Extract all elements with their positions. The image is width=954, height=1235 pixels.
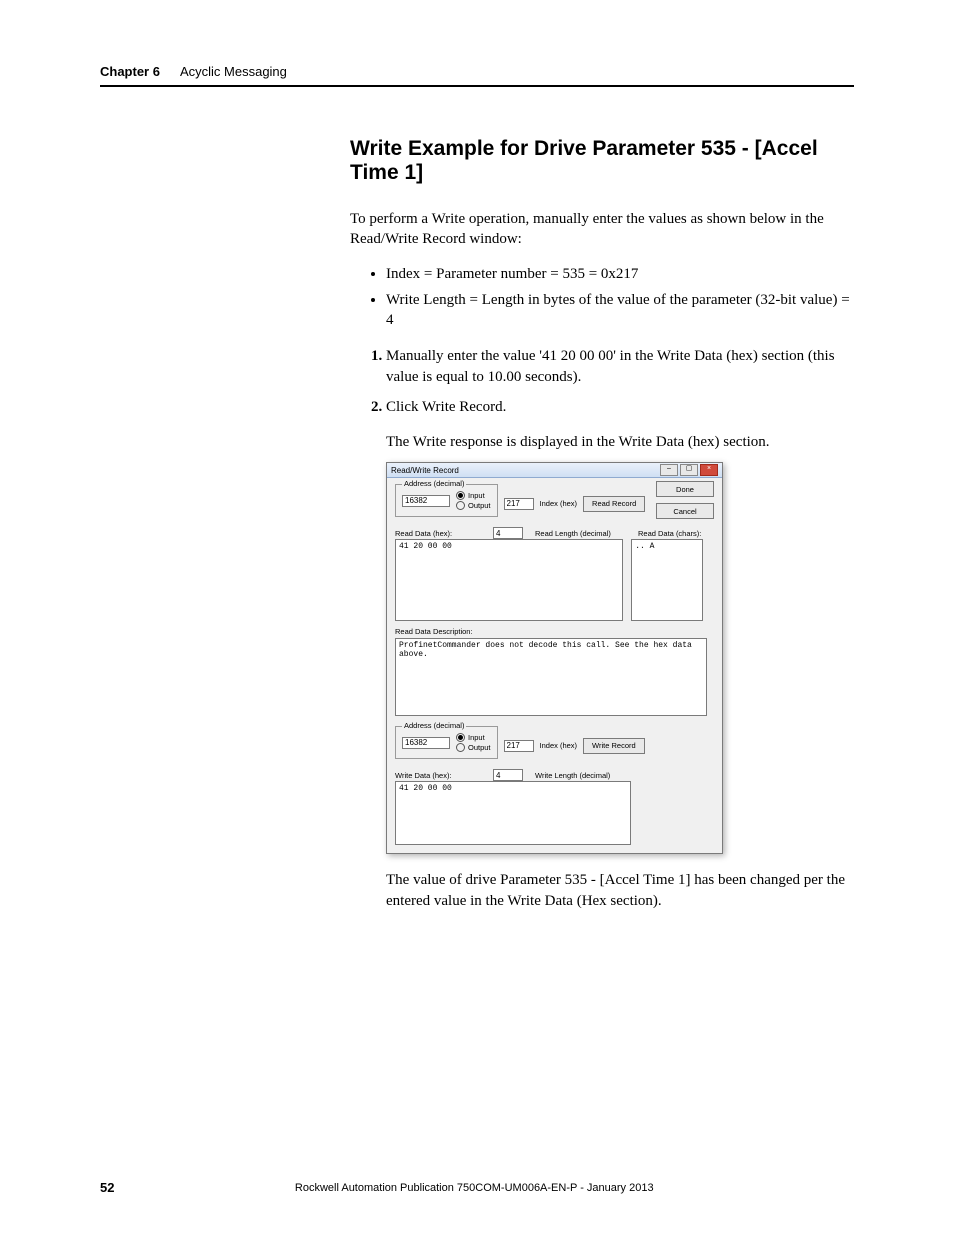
write-data-hex-box[interactable]: 41 20 00 00 (395, 781, 631, 845)
read-write-record-window: Read/Write Record – ▢ × Done Cancel (386, 462, 723, 854)
dialog-body: Done Cancel Address (decimal) Input Outp… (387, 478, 722, 853)
titlebar: Read/Write Record – ▢ × (387, 463, 722, 478)
radio-output-label: Output (468, 743, 491, 752)
read-data-chars-box: .. A (631, 539, 703, 621)
dialog-screenshot: Read/Write Record – ▢ × Done Cancel (386, 462, 854, 854)
intro-paragraph: To perform a Write operation, manually e… (350, 209, 854, 250)
write-length-label: Write Length (decimal) (535, 771, 610, 780)
radio-input[interactable] (456, 733, 465, 742)
read-desc-box: ProfinetCommander does not decode this c… (395, 638, 707, 716)
chapter-label: Chapter 6 (100, 64, 160, 79)
after-steps-text: The Write response is displayed in the W… (386, 432, 854, 452)
read-data-boxes: 41 20 00 00 .. A (395, 539, 714, 621)
radio-input-label: Input (468, 733, 485, 742)
list-item: Click Write Record. (386, 397, 854, 417)
read-index-label: Index (hex) (540, 499, 578, 508)
read-index-input[interactable] (504, 498, 534, 510)
chapter-title: Acyclic Messaging (180, 64, 287, 79)
read-length-row: Read Data (hex): Read Length (decimal) R… (395, 527, 714, 539)
write-address-legend: Address (decimal) (402, 721, 466, 730)
bullet-list: Index = Parameter number = 535 = 0x217 W… (350, 264, 854, 331)
write-address-input[interactable] (402, 737, 450, 749)
write-io-radios: Input Output (456, 733, 491, 752)
radio-output[interactable] (456, 501, 465, 510)
read-address-fieldset: Address (decimal) Input Output (395, 484, 498, 517)
maximize-icon[interactable]: ▢ (680, 464, 698, 476)
write-index-label: Index (hex) (540, 741, 578, 750)
step-list: Manually enter the value '41 20 00 00' i… (350, 346, 854, 417)
write-length-row: Write Data (hex): Write Length (decimal) (395, 769, 714, 781)
read-io-radios: Input Output (456, 491, 491, 510)
header-rule (100, 85, 854, 87)
side-buttons: Done Cancel (656, 481, 714, 519)
publication-line: Rockwell Automation Publication 750COM-U… (295, 1182, 654, 1194)
read-data-hex-box[interactable]: 41 20 00 00 (395, 539, 623, 621)
done-button[interactable]: Done (656, 481, 714, 497)
radio-output[interactable] (456, 743, 465, 752)
list-item: Manually enter the value '41 20 00 00' i… (386, 346, 854, 387)
write-address-fieldset: Address (decimal) Input Output (395, 726, 498, 759)
radio-input[interactable] (456, 491, 465, 500)
read-data-chars-label: Read Data (chars): (638, 529, 714, 538)
list-item: Write Length = Length in bytes of the va… (386, 290, 854, 331)
cancel-button[interactable]: Cancel (656, 503, 714, 519)
read-length-label: Read Length (decimal) (535, 529, 611, 538)
closing-paragraph: The value of drive Parameter 535 - [Acce… (386, 870, 854, 911)
minimize-icon[interactable]: – (660, 464, 678, 476)
page: Chapter 6 Acyclic Messaging Write Exampl… (0, 0, 954, 1235)
radio-input-label: Input (468, 491, 485, 500)
section-title: Write Example for Drive Parameter 535 - … (350, 137, 854, 185)
read-address-input[interactable] (402, 495, 450, 507)
radio-output-label: Output (468, 501, 491, 510)
list-item: Index = Parameter number = 535 = 0x217 (386, 264, 854, 284)
read-record-button[interactable]: Read Record (583, 496, 645, 512)
read-desc-label: Read Data Description: (395, 627, 714, 636)
read-address-legend: Address (decimal) (402, 479, 466, 488)
write-index-input[interactable] (504, 740, 534, 752)
close-icon[interactable]: × (700, 464, 718, 476)
write-record-button[interactable]: Write Record (583, 738, 645, 754)
running-header: Chapter 6 Acyclic Messaging (100, 64, 854, 79)
write-data-hex-label: Write Data (hex): (395, 771, 481, 780)
write-address-row: Address (decimal) Input Output Index (he… (395, 726, 714, 765)
read-length-input[interactable] (493, 527, 523, 539)
window-controls: – ▢ × (660, 464, 718, 476)
page-footer: 52 Rockwell Automation Publication 750CO… (100, 1180, 854, 1195)
write-length-input[interactable] (493, 769, 523, 781)
read-data-hex-label: Read Data (hex): (395, 529, 481, 538)
main-content: Write Example for Drive Parameter 535 - … (350, 137, 854, 911)
page-number: 52 (100, 1180, 114, 1195)
window-title: Read/Write Record (391, 466, 459, 475)
